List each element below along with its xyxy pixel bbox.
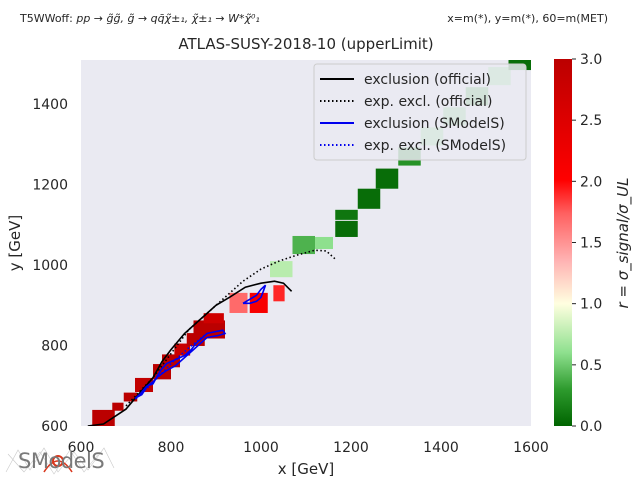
y-axis-label: y [GeV] [6, 215, 24, 271]
y-tick-label: 600 [41, 419, 68, 435]
colorbar: 0.0 0.5 1.0 1.5 2.0 2.5 3.0 r = σ_signal/σ_UL [554, 52, 633, 435]
series-line [135, 332, 208, 400]
series-line [125, 249, 336, 407]
y-tick-label: 800 [41, 339, 68, 355]
heatmap-cell [174, 343, 191, 356]
series-line [134, 329, 227, 400]
heatmap-cell [292, 235, 315, 255]
colorbar-tick-label: 1.5 [580, 236, 602, 252]
legend-label: exp. excl. (SModelS) [364, 138, 506, 154]
heatmap-cell [112, 402, 124, 411]
axes-mapping: x=m(*), y=m(*), 60=m(MET) [447, 12, 608, 25]
heatmap-cell [273, 285, 285, 302]
legend-label: exclusion (official) [364, 72, 491, 88]
x-axis-label: x [GeV] [278, 460, 334, 478]
y-axis-ticks: 600 800 1000 1200 1400 [32, 97, 68, 435]
x-axis-ticks: 600 800 1000 1200 1400 1600 [68, 440, 549, 456]
legend-label: exp. excl. (official) [364, 94, 492, 110]
y-tick-label: 1000 [32, 258, 68, 274]
x-tick-label: 1600 [513, 440, 549, 456]
series-line [242, 284, 267, 305]
colorbar-tick-label: 3.0 [580, 52, 602, 68]
heatmap-cell [123, 392, 138, 402]
colorbar-gradient [554, 59, 572, 426]
smodels-logo: SModelS [5, 447, 115, 475]
legend: exclusion (official) exp. excl. (official… [313, 63, 527, 161]
x-tick-label: 1400 [423, 440, 459, 456]
heatmap-cell [92, 409, 115, 426]
heatmap-cell [270, 261, 293, 278]
series-line [87, 280, 293, 426]
heatmap-cell [375, 168, 399, 189]
heatmap-cell [249, 292, 268, 313]
colorbar-tick-label: 0.0 [580, 419, 602, 435]
x-tick-label: 1000 [243, 440, 279, 456]
colorbar-label: r = σ_signal/σ_UL [614, 177, 633, 308]
svg-text:SModelS: SModelS [18, 449, 104, 473]
legend-label: exclusion (SModelS) [364, 116, 505, 132]
heatmap-cell [193, 320, 225, 339]
colorbar-tick-label: 2.5 [580, 113, 602, 129]
colorbar-tick-label: 2.0 [580, 174, 602, 190]
exclusion-curves [87, 249, 336, 426]
heatmap-cell [357, 188, 381, 209]
x-tick-label: 800 [158, 440, 185, 456]
chart-title: ATLAS-SUSY-2018-10 (upperLimit) [178, 35, 433, 53]
heatmap-cell [335, 220, 358, 237]
heatmap-cell [229, 292, 248, 313]
heatmap-cell [315, 236, 333, 250]
heatmap-cell [203, 313, 224, 324]
legend-box [313, 63, 527, 161]
heatmap-cell [335, 209, 358, 220]
colorbar-tick-label: 0.5 [580, 358, 602, 374]
x-tick-label: 1200 [333, 440, 369, 456]
y-tick-label: 1400 [32, 97, 68, 113]
colorbar-tick-label: 1.0 [580, 297, 602, 313]
topology-label: T5WWoff: pp → g̃g̃, g̃ → qq̄χ̃±₁, χ̃±₁ →… [19, 12, 260, 25]
y-tick-label: 1200 [32, 178, 68, 194]
logo-graphic-mark [43, 455, 73, 473]
